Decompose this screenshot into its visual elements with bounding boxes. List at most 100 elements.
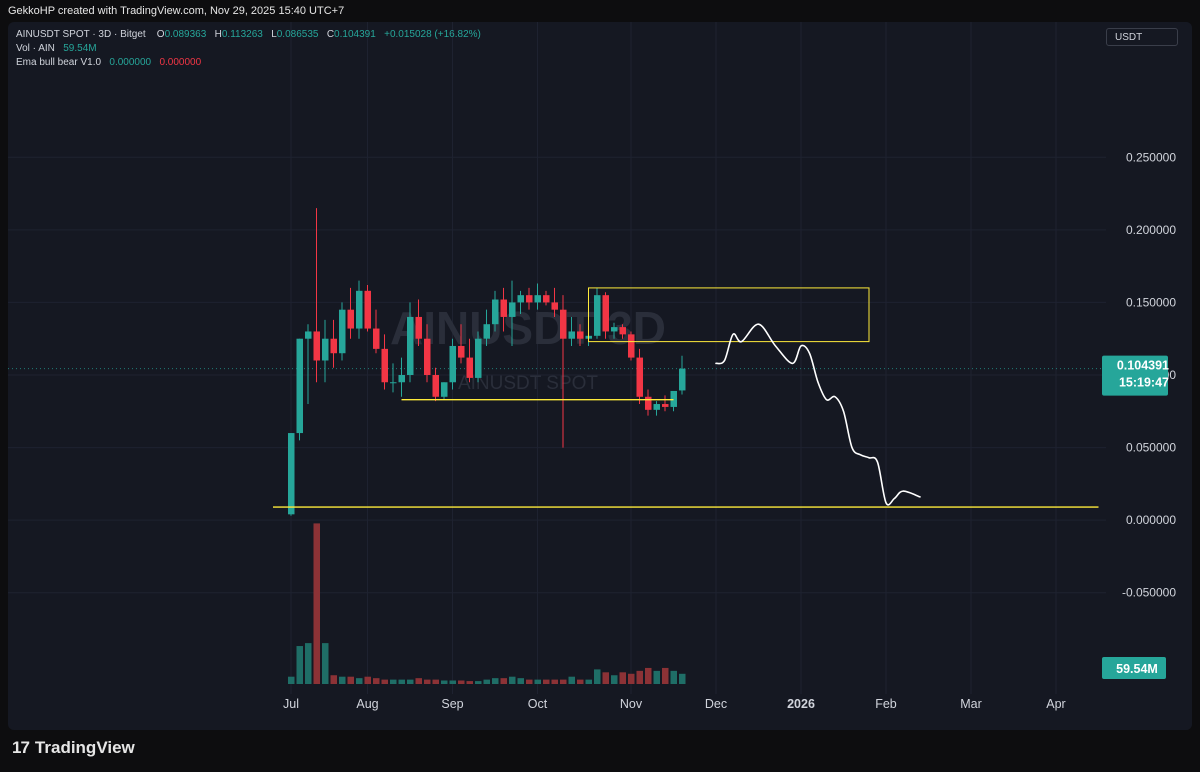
volume-row: Vol · AIN 59.54M [16,42,481,56]
volume-bar [645,667,652,684]
open-value: 0.089363 [164,29,207,40]
candle-body [390,382,397,384]
high-value: 0.113263 [221,29,263,40]
candle-body [356,290,363,329]
volume-bar [526,679,533,684]
candle-body [577,331,584,339]
candle-body [619,327,626,335]
high-label: H [214,29,222,40]
open-label: O [156,29,165,40]
candle-body [653,404,660,410]
candle-body [568,331,575,339]
time-tick-label: Sep [441,697,463,711]
volume-bar [432,679,439,684]
volume-bar [619,672,626,684]
candle-body [509,302,516,317]
volume-bar [305,643,312,684]
close-value: 0.104391 [334,29,376,40]
volume-bar [313,523,320,684]
volume-bar [356,678,363,684]
last-price-label: 0.104391 [1117,359,1169,373]
low-value: 0.086535 [276,29,319,40]
tradingview-logo[interactable]: 17 TradingView [12,738,135,758]
volume-bar [679,673,686,684]
currency-button[interactable]: USDT [1106,28,1178,46]
candle-body [296,338,303,434]
time-tick-label: Oct [528,697,548,711]
volume-bar [543,679,550,684]
volume-bar [415,678,422,684]
price-tick-label: 0.000000 [1126,513,1176,527]
candle-body [424,338,431,375]
candle-body [347,309,354,329]
volume-badge-label: 59.54M [1116,662,1158,676]
candle-body [526,295,533,303]
time-tick-label: Nov [620,697,643,711]
volume-label[interactable]: Vol · AIN [16,43,55,54]
time-tick-label: Dec [705,697,727,711]
volume-bar [492,678,499,684]
time-tick-label: 2026 [787,697,815,711]
price-tick-label: 0.050000 [1126,441,1176,455]
volume-bar [534,679,541,684]
indicator-value-2: 0.000000 [159,57,202,68]
ohlc-row: AINUSDT SPOT · 3D · Bitget O0.089363 H0.… [16,28,481,42]
candle-body [373,328,380,349]
volume-bar [662,667,669,684]
candle-body [594,295,601,336]
volume-bar [407,679,414,684]
volume-bar [441,680,448,684]
volume-bar [364,676,371,684]
volume-bar [330,675,337,684]
tradingview-brand: TradingView [34,738,135,757]
projection-drawing [715,323,921,506]
volume-bar [636,670,643,684]
indicator-label[interactable]: Ema bull bear V1.0 [16,57,102,68]
volume-bar [602,672,609,684]
volume-bar [670,670,677,684]
candle-body [381,348,388,383]
volume-bar [551,679,558,684]
time-tick-label: Feb [875,697,897,711]
candle-body [560,309,567,339]
volume-bar [500,678,507,684]
candle-body [432,375,439,397]
tradingview-logo-icon: 17 [12,738,30,757]
credit-text: GekkoHP created with TradingView.com, No… [8,5,345,17]
countdown-label: 15:19:47 [1119,376,1169,390]
candle-body [458,345,465,358]
supply-zone-box [588,287,870,343]
candle-body [534,295,541,303]
candle-body [339,309,346,354]
candle-body [500,299,507,317]
candle-body [313,331,320,361]
candle-body [543,295,550,303]
volume-bar [560,679,567,684]
volume-bar [458,680,465,684]
candle-body [517,295,524,303]
candle-body [364,290,371,329]
candle-body [475,338,482,378]
volume-badge [1102,657,1166,679]
volume-bar [296,646,303,684]
volume-bar [381,679,388,684]
chart-panel[interactable]: AINUSDT 3D AINUSDT SPOT 0.250000 0.200000 0.… [8,22,1192,730]
candle-body [636,357,643,397]
price-tick-label: -0.050000 [1122,586,1176,600]
volume-bar [628,673,635,684]
candle-body [662,404,669,407]
volume-bar [347,676,354,684]
symbol-label[interactable]: AINUSDT SPOT · 3D · Bitget [16,29,146,40]
candle-body [602,295,609,332]
candle-body [398,375,405,383]
candle-body [330,338,337,354]
candle-body [466,357,473,378]
candle-body [322,338,329,361]
time-tick-label: Aug [356,697,378,711]
footer: 17 TradingView [0,730,1200,772]
volume-bar [475,681,482,684]
low-label: L [271,29,277,40]
volume-bar [568,676,575,684]
close-label: C [326,29,335,40]
